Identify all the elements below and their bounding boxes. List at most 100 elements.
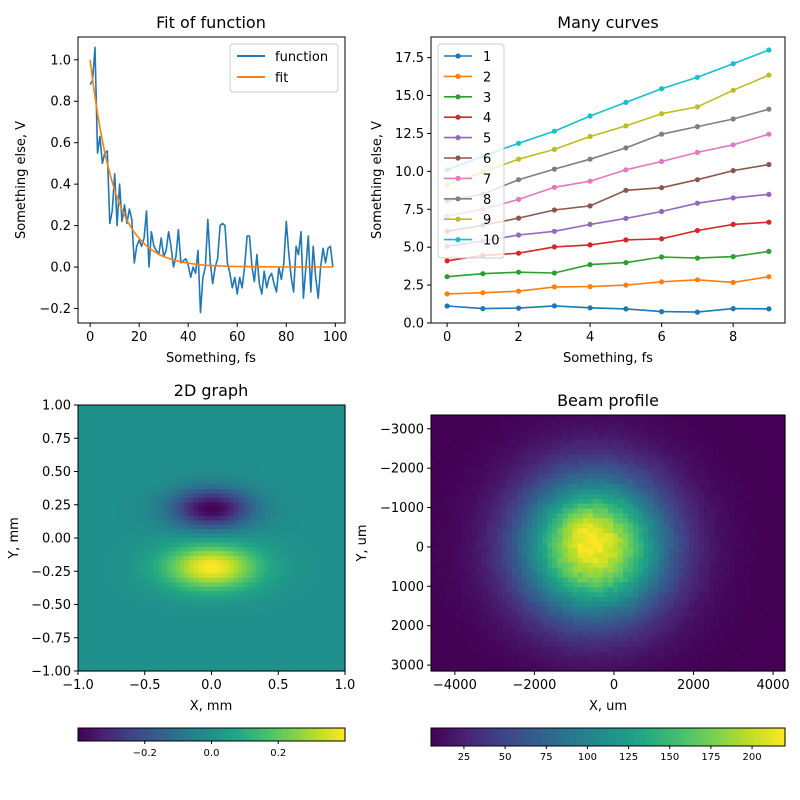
heatmap-cell — [287, 471, 293, 477]
heatmap-cell — [233, 484, 239, 490]
heatmap-cell — [309, 511, 315, 517]
heatmap-cell — [113, 515, 119, 521]
heatmap-cell — [282, 622, 288, 628]
heatmap-cell — [491, 439, 498, 446]
heatmap-cell — [628, 479, 634, 485]
heatmap-cell — [260, 422, 266, 428]
heatmap-cell — [331, 436, 337, 442]
heatmap-cell — [78, 498, 84, 504]
heatmap-cell — [506, 474, 513, 480]
heatmap-cell — [104, 569, 110, 575]
heatmap-cell — [678, 415, 685, 421]
series-1-point — [551, 303, 558, 309]
heatmap-cell — [436, 439, 442, 446]
heatmap-cell — [86, 436, 92, 442]
colorbar-segment — [254, 728, 259, 741]
heatmap-cell — [309, 422, 315, 428]
heatmap-cell — [95, 418, 101, 424]
heatmap-cell — [693, 454, 700, 460]
heatmap-cell — [260, 639, 266, 645]
heatmap-cell — [322, 653, 328, 659]
heatmap-cell — [126, 467, 132, 473]
heatmap-cell — [278, 409, 284, 415]
heatmap-cell — [313, 648, 319, 654]
heatmap-cell — [135, 471, 141, 477]
heatmap-cell — [516, 483, 523, 490]
heatmap-cell — [233, 657, 239, 663]
heatmap-cell — [135, 475, 141, 481]
heatmap-cell — [162, 573, 168, 579]
heatmap-cell — [779, 483, 786, 490]
heatmap-cell — [100, 529, 106, 535]
heatmap-cell — [313, 413, 319, 419]
heatmap-cell — [180, 529, 186, 535]
heatmap-cell — [557, 434, 564, 441]
heatmap-cell — [282, 511, 288, 517]
heatmap-cell — [113, 533, 119, 539]
heatmap-cell — [322, 418, 328, 424]
heatmap-cell — [547, 483, 553, 490]
heatmap-cell — [251, 480, 257, 486]
heatmap-cell — [739, 439, 746, 446]
heatmap-cell — [759, 419, 766, 426]
heatmap-cell — [331, 533, 337, 539]
heatmap-cell — [572, 479, 579, 485]
heatmap-cell — [336, 440, 342, 446]
heatmap-cell — [709, 474, 715, 480]
heatmap-cell — [618, 444, 624, 451]
heatmap-cell — [91, 431, 97, 437]
heatmap-cell — [224, 444, 230, 450]
heatmap-cell — [461, 483, 467, 490]
heatmap-cell — [184, 471, 190, 477]
heatmap-cell — [749, 429, 756, 436]
heatmap-cell — [198, 498, 204, 504]
graph2d-x-tick-label: −0.5 — [129, 678, 161, 693]
heatmap-cell — [567, 424, 574, 431]
heatmap-cell — [309, 600, 315, 606]
colorbar-segment — [204, 728, 209, 741]
heatmap-cell — [162, 484, 168, 490]
heatmap-cell — [95, 506, 101, 512]
heatmap-cell — [242, 529, 248, 535]
heatmap-cell — [648, 469, 655, 475]
heatmap-cell — [451, 444, 457, 451]
heatmap-cell — [273, 595, 279, 601]
heatmap-cell — [331, 551, 337, 557]
heatmap-cell — [175, 666, 181, 672]
heatmap-cell — [109, 480, 115, 486]
heatmap-cell — [648, 429, 655, 436]
heatmap-cell — [198, 560, 204, 566]
heatmap-cell — [597, 459, 604, 465]
colorbar-segment — [214, 728, 219, 741]
heatmap-cell — [764, 434, 771, 441]
heatmap-cell — [189, 493, 195, 499]
heatmap-cell — [247, 586, 253, 592]
heatmap-cell — [131, 480, 137, 486]
heatmap-cell — [238, 506, 244, 512]
heatmap-cell — [118, 436, 124, 442]
heatmap-cell — [506, 444, 513, 451]
heatmap-cell — [86, 431, 92, 437]
heatmap-cell — [118, 542, 124, 548]
heatmap-cell — [260, 436, 266, 442]
heatmap-cell — [131, 577, 137, 583]
heatmap-cell — [318, 506, 324, 512]
heatmap-cell — [229, 462, 235, 468]
heatmap-cell — [663, 449, 670, 455]
heatmap-cell — [211, 626, 217, 632]
heatmap-cell — [193, 493, 199, 499]
heatmap-cell — [122, 569, 128, 575]
heatmap-cell — [207, 657, 213, 663]
heatmap-cell — [149, 524, 155, 530]
heatmap-cell — [471, 439, 478, 446]
heatmap-cell — [441, 419, 447, 426]
heatmap-cell — [215, 506, 221, 512]
heatmap-cell — [431, 488, 437, 495]
heatmap-cell — [211, 480, 217, 486]
heatmap-cell — [224, 515, 230, 521]
heatmap-cell — [327, 666, 333, 672]
heatmap-cell — [198, 551, 204, 557]
heatmap-cell — [744, 434, 751, 441]
curves-x-tick-label: 4 — [586, 330, 594, 345]
heatmap-cell — [86, 440, 92, 446]
